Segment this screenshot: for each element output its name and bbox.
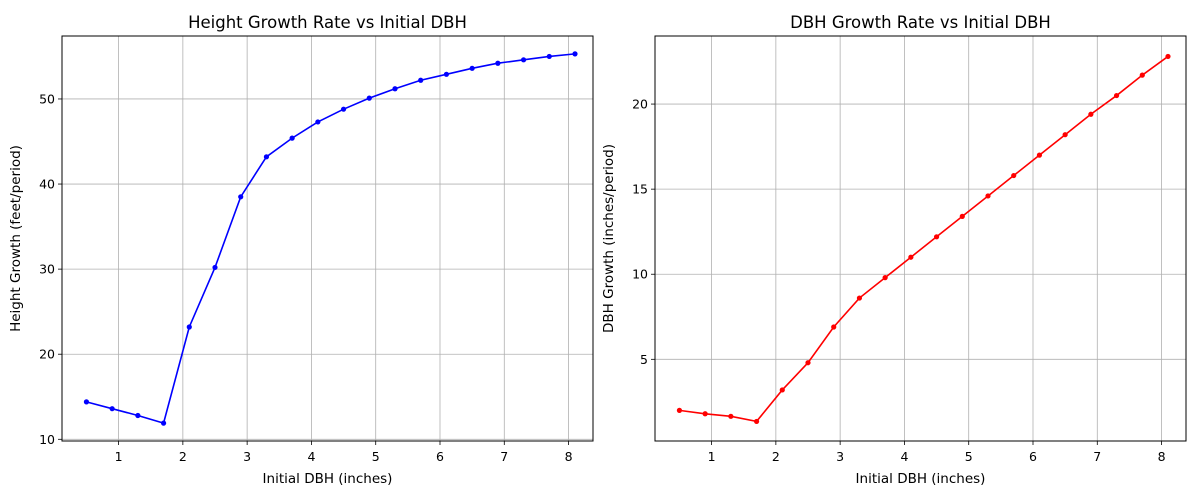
- y-tick-label: 15: [632, 182, 648, 197]
- height-chart-series: [83, 51, 578, 426]
- height-chart-data-point: [418, 77, 424, 83]
- x-tick-label: 2: [772, 449, 780, 464]
- dbh-chart-data-point: [676, 407, 683, 413]
- height-chart-data-point: [495, 60, 501, 66]
- height-chart-data-point: [289, 135, 295, 141]
- dbh-chart-data-point: [702, 411, 708, 417]
- height-chart-series-line: [86, 53, 576, 425]
- x-tick-label: 3: [243, 449, 251, 464]
- y-tick-label: 40: [39, 177, 55, 192]
- height-chart-data-point: [546, 53, 552, 60]
- height-chart-title: Height Growth Rate vs Initial DBH: [188, 13, 467, 32]
- height-chart-data-point: [315, 119, 321, 125]
- dbh-chart-data-point: [1139, 72, 1145, 78]
- height-chart-frame: [61, 35, 594, 442]
- dbh-chart-title: DBH Growth Rate vs Initial DBH: [790, 13, 1051, 32]
- height-growth-chart: 1 2 3 4 5 6 7 8 10 20 30 40 50 Height Growth Rate vs…: [8, 13, 594, 487]
- y-tick-label: 20: [39, 347, 55, 362]
- dbh-chart-data-point: [882, 275, 888, 281]
- dbh-chart-data-point: [728, 413, 734, 419]
- x-tick-label: 7: [1093, 449, 1101, 464]
- x-tick-label: 1: [708, 449, 716, 464]
- height-chart-data-point: [83, 399, 90, 405]
- y-tick-label: 30: [39, 262, 55, 277]
- height-chart-data-point: [340, 106, 347, 112]
- x-tick-label: 8: [1158, 449, 1166, 464]
- y-tick-label: 50: [39, 91, 55, 106]
- x-tick-label: 1: [115, 449, 123, 464]
- dbh-chart-data-point: [856, 295, 863, 301]
- dbh-chart-series: [676, 53, 1171, 425]
- dbh-chart-data-point: [959, 213, 965, 219]
- dbh-chart-data-point: [805, 360, 811, 366]
- height-chart-data-point: [572, 51, 578, 57]
- dbh-chart-y-axis-label: DBH Growth (inches/period): [601, 144, 617, 333]
- height-chart-data-point: [392, 86, 398, 92]
- height-chart-data-point: [160, 420, 167, 426]
- dbh-chart-data-point: [779, 387, 785, 393]
- height-chart-x-axis-label: Initial DBH (inches): [263, 471, 393, 487]
- dbh-chart-data-point: [1036, 152, 1043, 158]
- dbh-chart-ticks: 1 2 3 4 5 6 7 8 5 10 15 20: [632, 97, 1166, 464]
- dbh-chart-data-point: [985, 193, 991, 199]
- dbh-chart-data-point: [908, 254, 914, 260]
- height-chart-y-axis-label: Height Growth (feet/period): [8, 145, 24, 332]
- x-tick-label: 5: [372, 449, 380, 464]
- dbh-chart-data-point: [1011, 172, 1017, 179]
- height-chart-data-point: [263, 154, 270, 160]
- x-tick-label: 6: [436, 449, 444, 464]
- x-tick-label: 4: [307, 449, 315, 464]
- height-chart-data-point: [186, 324, 192, 330]
- height-chart-data-point: [135, 412, 141, 419]
- x-tick-label: 8: [565, 449, 573, 464]
- y-tick-label: 5: [640, 352, 648, 367]
- dbh-chart-frame: [654, 35, 1187, 442]
- dbh-growth-chart: 1 2 3 4 5 6 7 8 5 10 15 20 DBH Growth Rate vs Initi…: [601, 13, 1187, 487]
- height-chart-data-point: [238, 194, 244, 200]
- dbh-chart-data-point: [933, 234, 940, 240]
- dbh-chart-data-point: [1113, 92, 1120, 99]
- dbh-chart-series-line: [679, 55, 1169, 423]
- height-chart-data-point: [366, 95, 372, 101]
- y-tick-label: 20: [632, 97, 648, 112]
- x-tick-label: 7: [500, 449, 508, 464]
- y-tick-label: 10: [632, 267, 648, 282]
- y-tick-label: 10: [39, 432, 55, 447]
- x-tick-label: 6: [1029, 449, 1037, 464]
- dbh-chart-data-point: [753, 418, 760, 425]
- dbh-chart-data-point: [831, 324, 837, 330]
- dbh-chart-grid: [655, 36, 1186, 441]
- dbh-chart-x-axis-label: Initial DBH (inches): [856, 471, 986, 487]
- x-tick-label: 4: [900, 449, 908, 464]
- height-chart-ticks: 1 2 3 4 5 6 7 8 10 20 30 40 50: [39, 91, 573, 464]
- dbh-chart-data-point: [1062, 132, 1068, 138]
- height-chart-data-point: [443, 71, 450, 77]
- height-chart-data-point: [212, 264, 218, 271]
- height-chart-data-point: [520, 57, 527, 63]
- height-chart-grid: [62, 36, 593, 441]
- x-tick-label: 2: [179, 449, 187, 464]
- x-tick-label: 3: [836, 449, 844, 464]
- x-tick-label: 5: [965, 449, 973, 464]
- dbh-chart-data-point: [1165, 53, 1171, 60]
- height-chart-data-point: [469, 65, 475, 71]
- dbh-chart-data-point: [1088, 111, 1094, 117]
- height-chart-data-point: [109, 406, 115, 412]
